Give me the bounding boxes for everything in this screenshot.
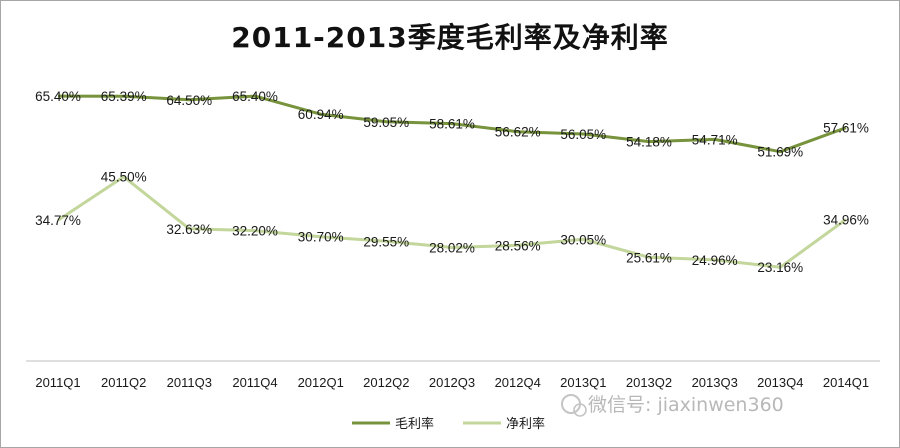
chart-title: 2011-2013季度毛利率及净利率 (231, 21, 669, 54)
x-tick-label: 2011Q4 (232, 375, 277, 390)
legend-label-gross: 毛利率 (395, 416, 434, 432)
data-label: 56.62% (495, 125, 541, 140)
data-label: 34.77% (35, 213, 81, 228)
data-label: 64.50% (166, 93, 212, 108)
x-tick-label: 2012Q2 (363, 375, 409, 390)
data-label: 25.61% (626, 250, 672, 265)
data-label: 58.61% (429, 117, 475, 132)
x-tick-labels: 2011Q1 2011Q2 2011Q3 2011Q4 2012Q1 2012Q2 2012… (35, 375, 869, 390)
legend-label-net: 净利率 (506, 416, 545, 432)
x-tick-label: 2011Q2 (101, 375, 146, 390)
x-tick-label: 2012Q1 (298, 375, 344, 390)
series-line-1 (57, 175, 847, 269)
x-tick-label: 2011Q3 (167, 375, 212, 390)
data-label: 28.02% (429, 241, 475, 256)
data-label: 65.39% (101, 89, 147, 104)
data-label: 60.94% (298, 107, 344, 122)
data-label: 23.16% (757, 260, 803, 275)
x-tick-label: 2011Q1 (35, 375, 80, 390)
x-tick-label: 2014Q1 (823, 375, 869, 390)
x-tick-label: 2013Q2 (626, 375, 672, 390)
x-tick-label: 2013Q4 (757, 375, 803, 390)
x-tick-label: 2013Q1 (560, 375, 606, 390)
series-layer: 65.40% 65.39% 64.50% 65.40% 60.94% 59.05% 58.6… (35, 89, 869, 275)
data-label: 54.71% (692, 132, 738, 147)
x-tick-label: 2012Q4 (495, 375, 541, 390)
data-label: 54.18% (626, 135, 672, 150)
data-label: 24.96% (692, 253, 738, 268)
data-label: 30.05% (560, 232, 606, 247)
data-label: 32.20% (232, 224, 278, 239)
watermark: 微信号: jiaxinwen360 (561, 394, 784, 417)
data-label: 45.50% (101, 170, 147, 185)
data-label: 65.40% (35, 89, 81, 104)
data-label: 65.40% (232, 89, 278, 104)
data-label: 32.63% (166, 222, 212, 237)
data-label: 34.96% (823, 212, 869, 227)
data-label: 59.05% (363, 115, 409, 130)
data-label: 30.70% (298, 230, 344, 245)
data-label: 51.69% (757, 145, 803, 160)
legend: 毛利率 净利率 (352, 416, 545, 432)
data-label: 29.55% (363, 234, 409, 249)
data-label: 28.56% (495, 238, 541, 253)
series-line-0 (57, 94, 847, 154)
x-tick-label: 2013Q3 (692, 375, 738, 390)
x-tick-label: 2012Q3 (429, 375, 475, 390)
data-label: 57.61% (823, 121, 869, 136)
watermark-text: 微信号: jiaxinwen360 (588, 394, 784, 416)
wechat-icon-small (573, 403, 587, 417)
data-label: 56.05% (560, 127, 606, 142)
